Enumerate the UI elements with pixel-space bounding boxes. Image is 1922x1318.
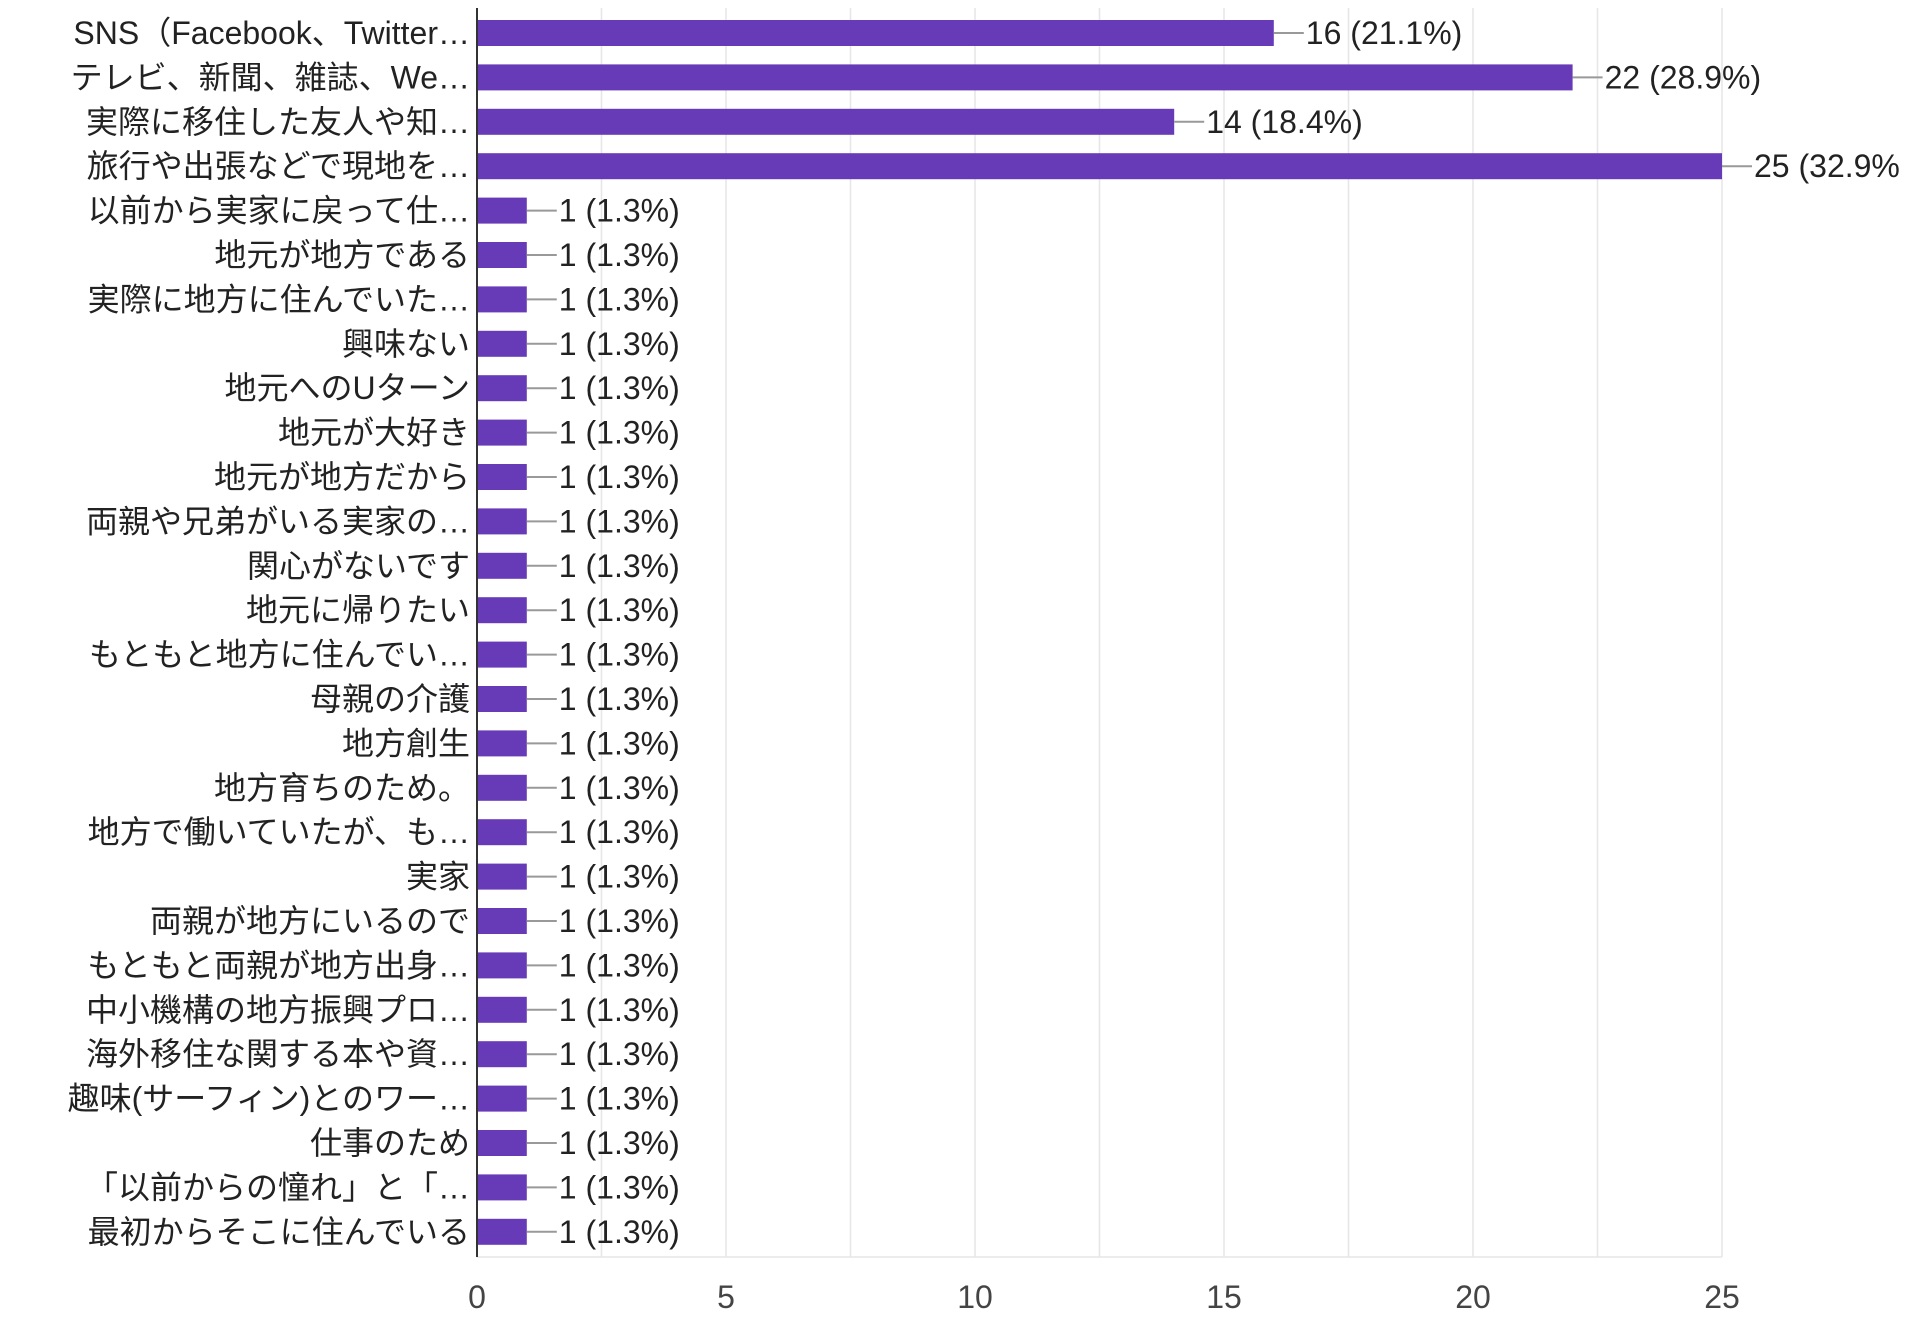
category-label: 地元が大好き	[278, 415, 470, 451]
bar	[477, 242, 527, 268]
bar-layer	[477, 20, 1752, 1245]
grid-layer	[476, 8, 1723, 1258]
bar	[477, 863, 527, 890]
data-label: 1 (1.3%)	[559, 1036, 680, 1072]
bar	[477, 1041, 527, 1068]
data-label: 1 (1.3%)	[559, 281, 680, 317]
data-label: 1 (1.3%)	[559, 947, 680, 983]
x-tick-label: 20	[1455, 1279, 1491, 1315]
data-label: 1 (1.3%)	[559, 903, 680, 939]
data-label: 1 (1.3%)	[559, 814, 680, 850]
bar	[477, 64, 1573, 91]
bar	[477, 330, 527, 357]
data-label: 16 (21.1%)	[1306, 15, 1463, 51]
bar	[477, 819, 527, 846]
category-label: 趣味(サーフィン)とのワー…	[68, 1081, 470, 1117]
category-label: テレビ、新聞、雑誌、We…	[71, 59, 470, 95]
x-tick-label: 25	[1704, 1279, 1740, 1315]
data-label: 25 (32.9%	[1754, 148, 1900, 184]
bar	[477, 597, 527, 624]
bar	[477, 197, 527, 224]
category-label: 地元が地方だから	[214, 459, 470, 495]
data-label: 1 (1.3%)	[559, 1125, 680, 1161]
data-label: 1 (1.3%)	[559, 415, 680, 451]
data-label: 1 (1.3%)	[559, 681, 680, 717]
category-label: 実家	[406, 859, 470, 895]
category-label: もともと地方に住んでい…	[89, 637, 470, 673]
data-label: 1 (1.3%)	[559, 326, 680, 362]
category-label: SNS（Facebook、Twitter…	[73, 15, 470, 51]
category-label: 両親が地方にいるので	[150, 903, 470, 939]
category-label: 仕事のため	[310, 1125, 470, 1161]
bar	[477, 464, 527, 490]
category-label: 旅行や出張などで現地を…	[87, 148, 470, 184]
data-label: 1 (1.3%)	[559, 548, 680, 584]
bar	[477, 730, 527, 757]
data-label: 1 (1.3%)	[559, 637, 680, 673]
bar	[477, 686, 527, 712]
bar	[477, 1130, 527, 1156]
category-label: 地方で働いていたが、も…	[88, 814, 470, 850]
data-label: 1 (1.3%)	[559, 770, 680, 806]
bar	[477, 552, 527, 579]
data-label: 1 (1.3%)	[559, 592, 680, 628]
category-label: 実際に移住した友人や知…	[86, 104, 470, 140]
bar	[477, 1174, 527, 1201]
bar	[477, 108, 1175, 135]
axis-layer: 0 5 10 15 20 25	[468, 8, 1740, 1315]
category-label: 両親や兄弟がいる実家の…	[86, 503, 470, 539]
bar	[477, 153, 1722, 180]
category-label: もともと両親が地方出身…	[87, 947, 470, 983]
x-tick-label: 15	[1206, 1279, 1242, 1315]
category-label: 興味ない	[342, 326, 470, 362]
x-tick-label: 0	[468, 1279, 486, 1315]
category-label: 母親の介護	[310, 681, 470, 717]
data-label: 1 (1.3%)	[559, 859, 680, 895]
data-label: 22 (28.9%)	[1605, 59, 1762, 95]
x-tick-label: 5	[717, 1279, 735, 1315]
bar	[477, 375, 527, 402]
bar	[477, 952, 527, 979]
category-label: 地方育ちのため。	[214, 770, 470, 806]
bar	[477, 1218, 527, 1245]
data-label: 1 (1.3%)	[559, 1214, 680, 1250]
category-label: 地元が地方である	[214, 237, 470, 273]
category-label: 海外移住な関する本や資…	[86, 1036, 470, 1072]
category-label: 中小機構の地方振興プロ…	[86, 992, 470, 1028]
category-label: 地元へのUターン	[224, 370, 470, 406]
category-label: 実際に地方に住んでいた…	[88, 281, 470, 317]
bar	[477, 508, 527, 535]
category-label: 以前から実家に戻って仕…	[88, 193, 470, 229]
bar	[477, 286, 527, 313]
category-label: 最初からそこに住んでいる	[88, 1214, 470, 1250]
data-label: 1 (1.3%)	[559, 992, 680, 1028]
data-label: 1 (1.3%)	[559, 1169, 680, 1205]
bar	[477, 996, 527, 1023]
data-label: 1 (1.3%)	[559, 237, 680, 273]
bar	[477, 20, 1274, 46]
bar	[477, 908, 527, 934]
bar	[477, 641, 527, 668]
bar	[477, 419, 527, 446]
data-label: 1 (1.3%)	[559, 193, 680, 229]
bar	[477, 1085, 527, 1112]
data-label: 1 (1.3%)	[559, 1081, 680, 1117]
category-label: 「以前からの憧れ」と「…	[86, 1169, 470, 1205]
category-label: 地元に帰りたい	[246, 592, 470, 628]
data-label: 1 (1.3%)	[559, 459, 680, 495]
x-tick-label: 10	[957, 1279, 993, 1315]
data-label: 1 (1.3%)	[559, 503, 680, 539]
category-label: 地方創生	[342, 725, 470, 761]
data-label: 1 (1.3%)	[559, 725, 680, 761]
label-layer: SNS（Facebook、Twitter… 16 (21.1%) テレビ、新聞、雑誌…	[68, 15, 1900, 1250]
category-label: 関心がないです	[247, 548, 470, 584]
bar	[477, 774, 527, 801]
data-label: 1 (1.3%)	[559, 370, 680, 406]
data-label: 14 (18.4%)	[1206, 104, 1363, 140]
